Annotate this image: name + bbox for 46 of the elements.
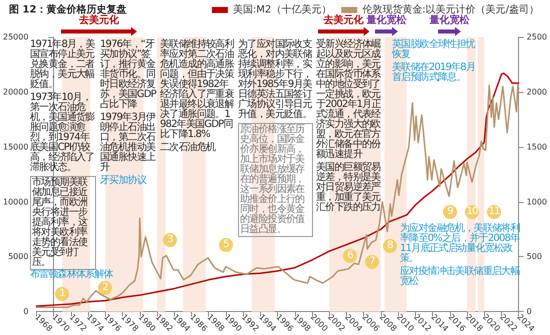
annotation: 为了应对国际收支恶化，对内美联储持续调整利率，实现利率稳步下行，对外1985年9月美日德英法五国签订广场协议引导日元升值，美元贬值。 [238,39,313,120]
text: 美联储维持较高利率应对第二次石油危机造成的高通胀问题，但由于决策失误使得1982年经济陷入了严重衰退并最终以衰退解决了通胀问题。1982年美国GDP同比下降1.8% [160,39,234,140]
y-tick-label: 15000 [2,142,28,152]
annotation: 6 [343,249,357,263]
y-tick-label: 5000 [8,252,28,262]
annotation: 二次石油危机 [160,142,217,153]
annotation: 美联储在2019年8月首启预防式降息。 [392,62,476,83]
text: 市场预期美联储加息已接近尾声，而欧洲央行将进一步提高利率，这将对美欧利率走势的看法使美元受到打压。 [32,177,88,268]
legend-label: 美国:M2（十亿美元） [232,4,332,16]
annotation: 3 [163,233,177,247]
y2-tick-label: 1500 [526,142,547,152]
annotation: 为应对金融危机，美联储将利率降至0%之后，并于2008年11月底正式启动量化宽松政策。 [400,223,521,264]
text: 受新兴经济体崛起以及欧元区成立的影响，美元在国际货币体系中的地位受到了一定挑战，欧元于2002年1月正式流通，代表经济实力强大的欧盟，欧元在官方外汇储备中的份额迅速提升 [316,39,381,160]
annotation: 1976年，“牙买加协议”签订，推行黄金非货币化。同时日欧经济复苏，美国GDP占比下降 [100,39,157,110]
annotation: 9 [443,205,457,219]
y2-tick-label: 2000 [526,87,547,96]
y2-tick-label: 2500 [526,32,547,42]
annotation: 1973年10月，第一次石油危机，美国通货膨胀问题愈演愈烈，到1974年底美国CPI仍较高，经济陷入了滞胀状态。 [30,92,96,173]
annotation: 10 [465,205,479,219]
y-tick-label: 25000 [2,32,28,42]
annotation: 7 [365,255,379,269]
text: 去美元化 [324,15,364,26]
text: 原油价格涨至历史高位，国际金价亦屡创新高，加上市场对于美联储加息放缓存在的普遍预期，这一系列因素在助推金价上行的同时，也令黄金的避险投资价值日益凸显。 [240,124,304,235]
annotation: 2 [98,281,112,295]
y2-tick-label: 0 [526,307,532,316]
text: 量化宽松 [366,15,407,26]
chart-title: 图 12：黄金价格历史复盘 [9,4,126,16]
annotation: 11 [487,205,501,219]
y-tick-label: 10000 [2,197,28,206]
annotation: 1979年3月伊朗停止石油出口，第二次石油危机推动美国通胀快速上升 [100,112,157,173]
annotation: 美国的巨额贸易逆差，特别是美对日贸易逆差严重，加重了美元汇价下跌的压力 [316,162,382,213]
annotation: 牙买加协议 [100,175,148,186]
annotation: 1 [55,287,69,301]
annotation: 布雷顿森林体系解体 [30,269,114,280]
y-tick-label: 0 [23,307,28,316]
annotation: 5 [219,238,233,252]
y-tick-label: 20000 [2,87,28,96]
y2-tick-label: 1000 [526,197,547,206]
legend-label: 伦敦现货黄金:以美元计价（美元/盎司） [362,4,540,16]
annotation: 英国脱欧全球性担忧恢复 [392,39,476,60]
annotation: 1971年8月，美国宣布停止美元兑换黄金，二者脱钩，美元大幅贬值。 [30,39,96,90]
text: 量化宽松 [430,15,470,26]
annotation: 应对疫情冲击美联储重启大幅宽松 [400,266,521,287]
annotation: 8 [383,239,397,253]
text: 去美元化 [78,15,119,26]
y2-tick-label: 500 [526,252,542,262]
